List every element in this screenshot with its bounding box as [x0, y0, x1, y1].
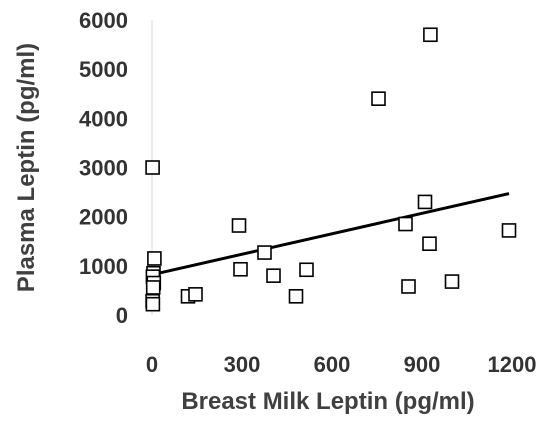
data-point [266, 268, 281, 283]
data-point [188, 287, 203, 302]
data-point [145, 296, 161, 312]
y-tick-label: 6000 [79, 8, 128, 33]
data-point [371, 91, 386, 106]
y-tick-label: 0 [116, 303, 128, 328]
data-points [145, 27, 517, 312]
x-tick-label: 600 [314, 352, 351, 377]
y-axis: 0 1000 2000 3000 4000 5000 6000 [79, 8, 153, 328]
data-point [288, 289, 304, 304]
x-tick-label: 0 [146, 352, 158, 377]
y-tick-label: 5000 [79, 57, 128, 82]
data-point [145, 280, 161, 295]
data-point [398, 216, 413, 232]
data-point [145, 160, 160, 175]
y-tick-label: 1000 [79, 254, 128, 279]
data-point [417, 194, 433, 210]
y-tick-label: 2000 [79, 205, 128, 230]
data-point [401, 279, 416, 294]
data-point [444, 274, 460, 289]
data-point [501, 223, 517, 238]
data-point [231, 218, 247, 233]
data-point [233, 261, 248, 277]
y-axis-title: Plasma Leptin (pg/ml) [13, 43, 40, 292]
y-tick-label: 3000 [79, 156, 128, 181]
data-point [423, 27, 438, 43]
data-point [422, 236, 437, 252]
x-axis: 0 300 600 900 1200 [146, 352, 537, 377]
y-tick-label: 4000 [79, 106, 128, 131]
x-tick-label: 900 [404, 352, 441, 377]
data-point [147, 251, 162, 266]
data-point [257, 245, 272, 260]
data-point [299, 262, 314, 278]
trendline [151, 192, 510, 277]
x-axis-title: Breast Milk Leptin (pg/ml) [181, 388, 474, 415]
trendline-group [151, 192, 510, 277]
x-tick-label: 1200 [488, 352, 537, 377]
x-tick-label: 300 [224, 352, 261, 377]
